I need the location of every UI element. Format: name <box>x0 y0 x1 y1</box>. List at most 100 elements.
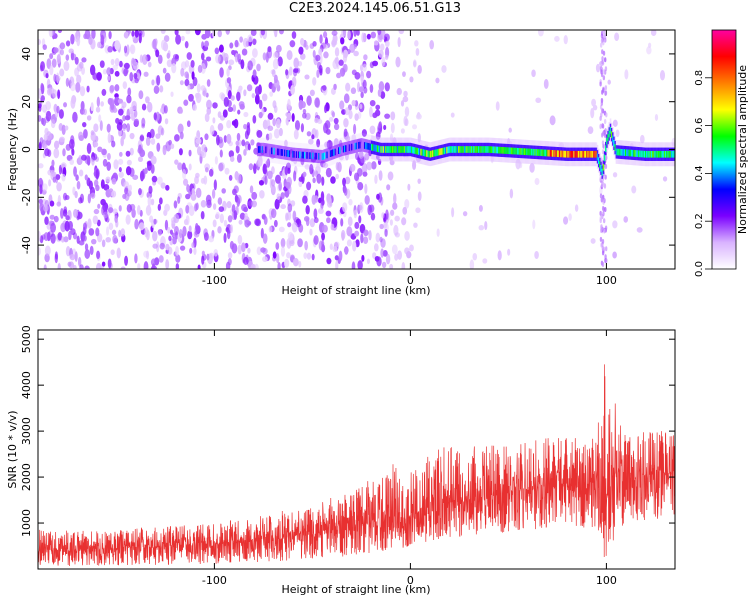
spectrogram-cell <box>323 31 328 39</box>
spectrogram-x-tick-label: -100 <box>202 274 227 287</box>
spectrogram-cell <box>321 232 325 241</box>
spectrogram-cell <box>278 226 285 233</box>
spectrogram-cell <box>50 233 56 244</box>
spectrogram-cell <box>157 229 162 236</box>
spectrogram-cell <box>313 208 318 219</box>
spectrogram-cell <box>369 84 374 93</box>
spectrogram-cell <box>600 157 603 163</box>
spectrogram-cell <box>311 134 315 140</box>
spectrogram-cell <box>267 112 274 120</box>
spectrogram-cell <box>193 247 197 256</box>
spectrogram-cell <box>237 109 241 115</box>
spectrogram-cell <box>99 60 105 68</box>
spectrogram-cell <box>392 202 398 210</box>
spectrogram-cell <box>124 115 131 121</box>
spectrogram-cell <box>315 54 321 62</box>
spectrogram-cell <box>183 99 189 106</box>
spectrogram-cell <box>100 34 105 46</box>
spectrogram-cell <box>385 253 391 265</box>
spectrogram-cell <box>230 95 235 101</box>
spectrogram-cell <box>581 150 584 158</box>
spectrogram-cell <box>156 75 161 86</box>
spectrogram-cell <box>373 40 379 46</box>
spectrogram-cell <box>429 39 435 50</box>
spectrogram-cell <box>590 238 596 244</box>
spectrogram-cell <box>111 140 116 148</box>
spectrogram-cell <box>374 174 378 185</box>
spectrogram-cell <box>389 263 394 269</box>
spectrogram-cell <box>117 158 124 165</box>
spectrogram-cell <box>62 148 66 157</box>
spectrogram-cell <box>389 133 394 142</box>
spectrogram-cell <box>211 30 216 38</box>
snr-panel: -100 0 100 1000 2000 3000 4000 5000 Height of s… <box>6 325 676 596</box>
spectrogram-cell <box>48 179 52 187</box>
spectrogram-cell <box>577 150 580 158</box>
spectrogram-cell <box>175 34 182 45</box>
spectrogram-cell <box>610 131 613 139</box>
spectrogram-cell <box>412 124 418 130</box>
spectrogram-cell <box>165 259 170 269</box>
spectrogram-cell <box>495 101 500 111</box>
spectrogram-cell <box>237 234 243 245</box>
spectrogram-cell <box>267 170 273 180</box>
spectrogram-cell <box>174 30 179 36</box>
spectrogram-cell <box>522 148 525 155</box>
spectrogram-cell <box>418 148 420 155</box>
spectrogram-cell <box>369 106 373 118</box>
spectrogram-cell <box>145 96 150 104</box>
spectrogram-cell <box>84 265 90 269</box>
spectrogram-cell <box>93 123 99 133</box>
spectrogram-cell <box>134 77 139 84</box>
spectrogram-cell <box>501 146 504 154</box>
spectrogram-cell <box>483 146 486 153</box>
spectrogram-cell <box>556 150 559 158</box>
spectrogram-cell <box>138 188 142 196</box>
spectrogram-cell <box>226 201 232 209</box>
spectrogram-cell <box>314 195 319 203</box>
spectrogram-cell <box>42 104 48 113</box>
spectrogram-cell <box>365 142 367 150</box>
spectrogram-cell <box>369 125 376 135</box>
spectrogram-cell <box>461 146 464 153</box>
spectrogram-cell <box>627 149 629 157</box>
spectrogram-cell <box>292 150 294 158</box>
spectrogram-cell <box>398 30 405 35</box>
spectrogram-cell <box>368 143 371 150</box>
spectrogram-cell <box>191 71 195 80</box>
spectrogram-cell <box>356 138 359 153</box>
spectrogram-cell <box>82 235 87 242</box>
spectrogram-cell <box>276 193 281 200</box>
spectrogram-cell <box>601 140 605 146</box>
spectrogram-cell <box>278 148 280 156</box>
spectrogram-cell <box>187 84 191 91</box>
spectrogram-cell <box>401 217 407 226</box>
spectrogram-cell <box>236 132 241 141</box>
spectrogram-cell <box>212 117 216 124</box>
spectrogram-cell <box>334 148 337 156</box>
spectrogram-cell <box>574 150 577 158</box>
spectrogram-cell <box>201 52 205 61</box>
spectrogram-cell <box>226 77 232 84</box>
spectrogram-cell <box>84 249 91 259</box>
spectrogram-cell <box>661 150 664 158</box>
spectrogram-cell <box>292 257 299 267</box>
spectrogram-cell <box>145 250 150 260</box>
spectrogram-cell <box>359 104 363 110</box>
spectrogram-cell <box>531 69 536 78</box>
spectrogram-cell <box>217 226 222 234</box>
spectrogram-cell <box>131 100 137 111</box>
spectrogram-cell <box>383 221 388 229</box>
spectrogram-cell <box>136 205 141 215</box>
spectrogram-cell <box>499 146 501 154</box>
spectrogram-cell <box>402 206 408 215</box>
spectrogram-cell <box>59 42 66 50</box>
spectrogram-cell <box>268 143 271 158</box>
spectrogram-cell <box>189 247 193 254</box>
spectrogram-cell <box>196 83 201 93</box>
spectrogram-cell <box>298 260 302 268</box>
spectrogram-cell <box>355 152 360 161</box>
spectrogram-cell <box>440 148 442 155</box>
spectrogram-cell <box>188 163 192 171</box>
spectrogram-cell <box>302 171 307 178</box>
